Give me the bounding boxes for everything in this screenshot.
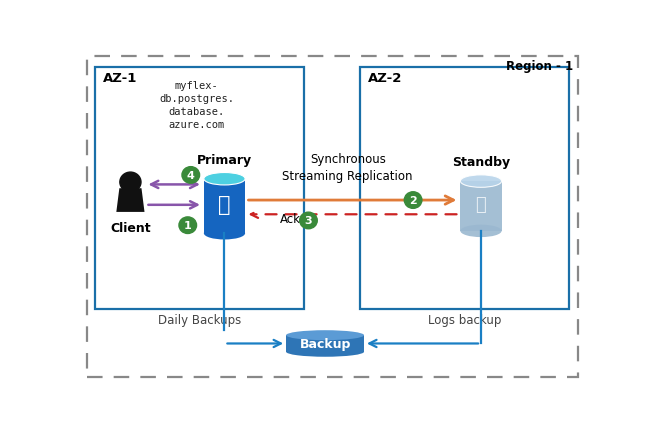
Text: Primary: Primary xyxy=(197,154,252,166)
Text: Backup: Backup xyxy=(299,337,350,350)
Text: Standby: Standby xyxy=(452,156,510,169)
Ellipse shape xyxy=(286,330,364,341)
Polygon shape xyxy=(460,181,502,231)
Text: 🐘: 🐘 xyxy=(476,195,486,213)
Polygon shape xyxy=(116,189,145,212)
Text: 1: 1 xyxy=(184,221,191,230)
Text: myflex-
db.postgres.
database.
azure.com: myflex- db.postgres. database. azure.com xyxy=(159,81,234,129)
Text: Client: Client xyxy=(110,222,151,235)
Text: Daily Backups: Daily Backups xyxy=(158,313,241,326)
Text: 🐘: 🐘 xyxy=(218,194,231,214)
Text: Logs backup: Logs backup xyxy=(428,313,501,326)
Ellipse shape xyxy=(286,347,364,357)
Ellipse shape xyxy=(204,173,245,185)
Text: 2: 2 xyxy=(410,196,417,206)
Circle shape xyxy=(404,192,422,209)
Text: Ack: Ack xyxy=(280,212,300,225)
Ellipse shape xyxy=(460,225,502,237)
Text: Region - 1: Region - 1 xyxy=(506,60,573,73)
Polygon shape xyxy=(204,179,245,233)
Ellipse shape xyxy=(204,227,245,240)
Text: 3: 3 xyxy=(304,216,312,226)
Circle shape xyxy=(182,167,200,184)
FancyBboxPatch shape xyxy=(360,68,569,310)
Circle shape xyxy=(300,213,317,229)
Circle shape xyxy=(179,218,197,234)
Polygon shape xyxy=(286,335,364,352)
Circle shape xyxy=(120,173,141,193)
Text: AZ-1: AZ-1 xyxy=(103,72,137,85)
Text: Synchronous
Streaming Replication: Synchronous Streaming Replication xyxy=(282,153,413,182)
Ellipse shape xyxy=(460,175,502,188)
Text: AZ-2: AZ-2 xyxy=(368,72,402,85)
Text: 4: 4 xyxy=(187,171,195,181)
FancyBboxPatch shape xyxy=(87,57,578,377)
FancyBboxPatch shape xyxy=(95,68,304,310)
